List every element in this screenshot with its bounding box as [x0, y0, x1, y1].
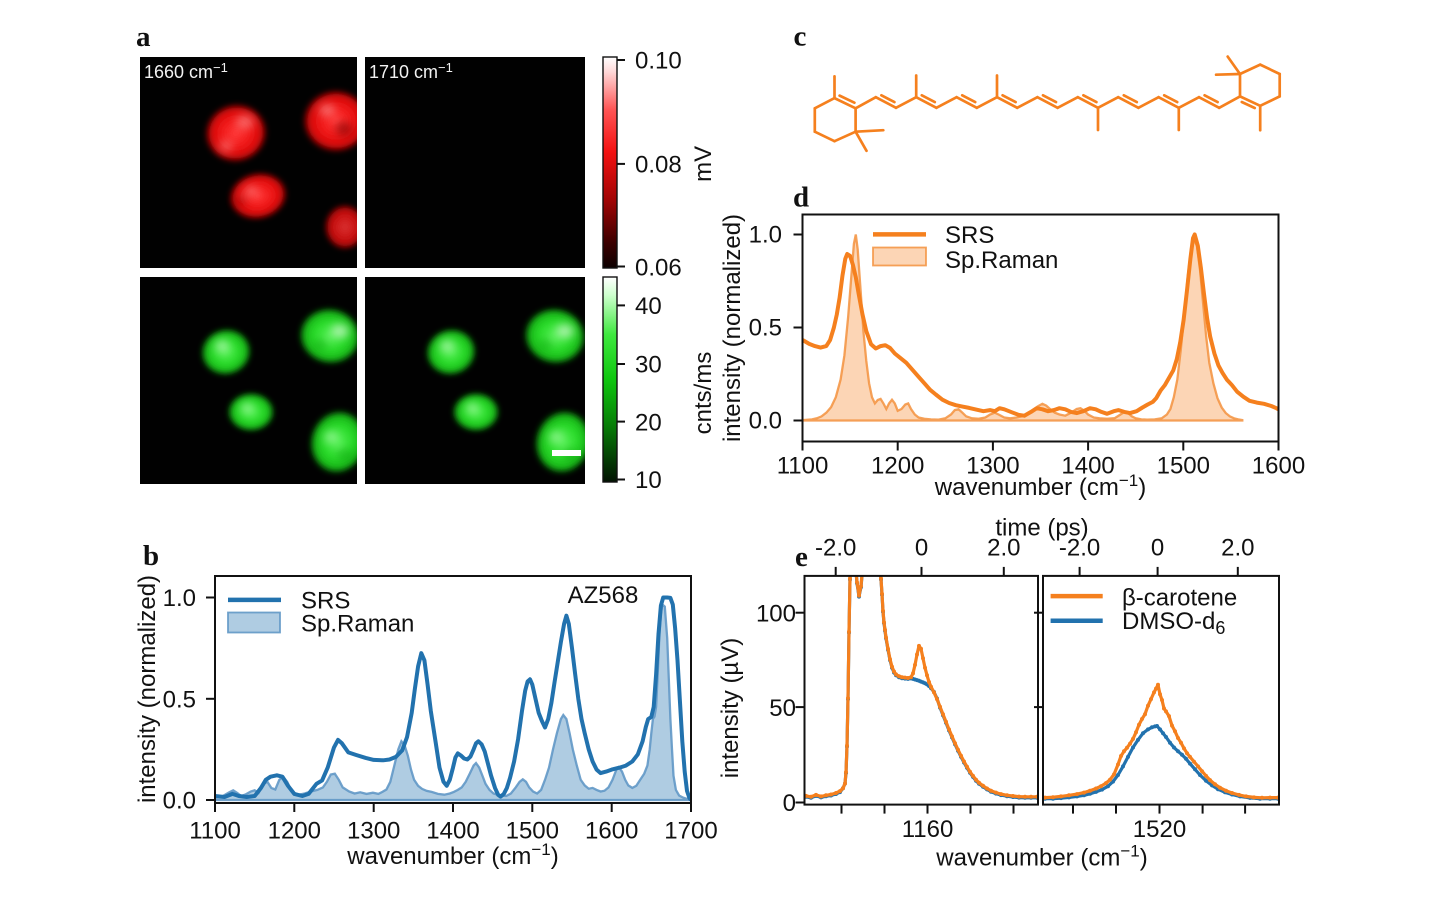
svg-text:0: 0 — [1151, 535, 1164, 562]
svg-text:1400: 1400 — [1061, 453, 1114, 480]
svg-text:AZ568: AZ568 — [568, 582, 639, 609]
svg-text:1300: 1300 — [347, 818, 400, 845]
svg-text:1100: 1100 — [777, 453, 829, 480]
svg-text:1710 cm−1: 1710 cm−1 — [369, 60, 453, 82]
svg-text:0.5: 0.5 — [163, 687, 196, 714]
svg-text:1400: 1400 — [426, 818, 479, 845]
svg-text:1.0: 1.0 — [749, 222, 782, 249]
svg-text:0: 0 — [915, 535, 928, 562]
svg-text:c: c — [794, 21, 807, 53]
svg-text:1660 cm−1: 1660 cm−1 — [144, 60, 228, 82]
svg-text:d: d — [793, 182, 809, 214]
svg-text:a: a — [136, 21, 151, 53]
svg-text:1520: 1520 — [1133, 816, 1186, 843]
svg-text:1500: 1500 — [1157, 453, 1210, 480]
svg-text:β-carotene: β-carotene — [1122, 584, 1237, 611]
svg-text:1300: 1300 — [966, 453, 1019, 480]
svg-text:0.08: 0.08 — [635, 152, 682, 179]
svg-text:2.0: 2.0 — [1221, 535, 1254, 562]
svg-text:0.5: 0.5 — [749, 315, 782, 342]
svg-text:1.0: 1.0 — [163, 585, 196, 612]
svg-text:intensity (µV): intensity (µV) — [717, 638, 744, 779]
svg-text:50: 50 — [769, 695, 796, 722]
svg-text:1100: 1100 — [189, 818, 241, 845]
svg-text:DMSO-d6: DMSO-d6 — [1122, 608, 1225, 638]
svg-text:1200: 1200 — [871, 453, 924, 480]
svg-text:1600: 1600 — [585, 818, 638, 845]
svg-text:100: 100 — [756, 600, 796, 627]
svg-text:mV: mV — [690, 146, 717, 182]
svg-text:b: b — [143, 540, 159, 572]
svg-text:1600: 1600 — [1252, 453, 1305, 480]
svg-text:0: 0 — [783, 790, 796, 817]
svg-text:10: 10 — [635, 467, 662, 494]
svg-text:0.06: 0.06 — [635, 255, 682, 282]
svg-text:-2.0: -2.0 — [815, 535, 856, 562]
svg-text:cnts/ms: cnts/ms — [690, 352, 717, 435]
svg-text:time (ps): time (ps) — [995, 515, 1088, 542]
svg-text:1160: 1160 — [902, 816, 954, 843]
svg-text:40: 40 — [635, 293, 662, 320]
svg-text:1200: 1200 — [268, 818, 321, 845]
svg-text:intensity (normalized): intensity (normalized) — [134, 575, 161, 803]
svg-text:intensity (normalized): intensity (normalized) — [719, 214, 746, 442]
svg-text:Sp.Raman: Sp.Raman — [945, 247, 1058, 274]
svg-text:e: e — [795, 541, 808, 573]
svg-text:SRS: SRS — [301, 588, 350, 615]
svg-text:wavenumber (cm−1): wavenumber (cm−1) — [934, 471, 1146, 501]
svg-text:wavenumber (cm−1): wavenumber (cm−1) — [935, 842, 1147, 872]
svg-text:Sp.Raman: Sp.Raman — [301, 611, 414, 638]
svg-text:1700: 1700 — [664, 818, 717, 845]
svg-text:-2.0: -2.0 — [1059, 535, 1100, 562]
svg-text:wavenumber (cm−1): wavenumber (cm−1) — [346, 840, 558, 870]
svg-text:1500: 1500 — [506, 818, 559, 845]
svg-text:30: 30 — [635, 352, 662, 379]
svg-text:0.0: 0.0 — [749, 408, 782, 435]
svg-text:2.0: 2.0 — [987, 535, 1020, 562]
svg-text:0.0: 0.0 — [163, 788, 196, 815]
svg-text:0.10: 0.10 — [635, 48, 682, 75]
svg-text:20: 20 — [635, 409, 662, 436]
svg-text:SRS: SRS — [945, 222, 994, 249]
